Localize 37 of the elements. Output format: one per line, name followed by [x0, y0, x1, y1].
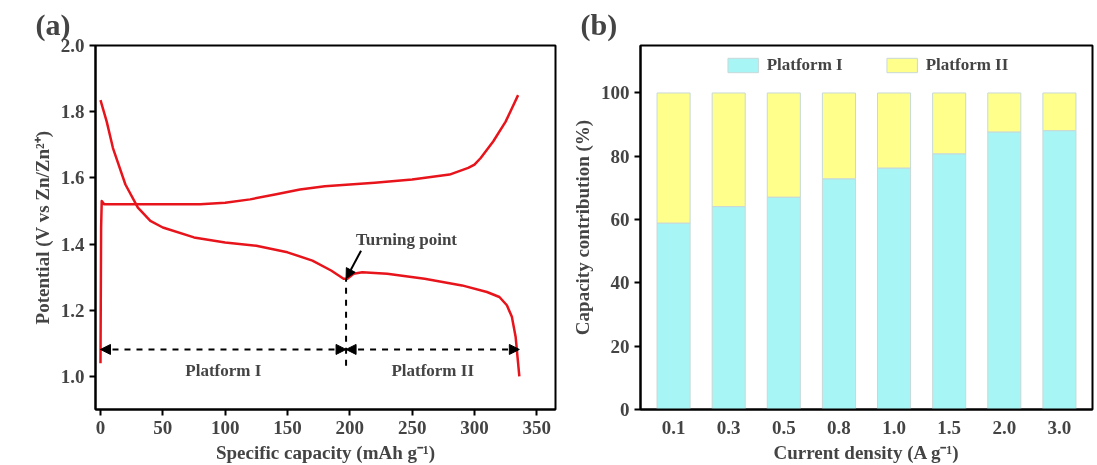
y-tick-label: 0 [620, 399, 630, 420]
y-tick-label: 1.0 [60, 365, 85, 387]
x-tick-label: 150 [273, 416, 302, 438]
y-axis-title: Potential (V vs Zn/Zn²⁺) [31, 130, 54, 325]
x-tick-label: 300 [460, 416, 489, 438]
y-tick-label: 1.8 [60, 101, 85, 123]
y-tick-label: 1.2 [60, 299, 85, 321]
annotation: Platform II [391, 361, 475, 381]
x-tick-label: 0.1 [661, 416, 686, 438]
x-tick-label: 250 [397, 416, 427, 438]
y-tick-label: 80 [610, 145, 630, 167]
x-tick-label: 100 [210, 416, 240, 438]
y-tick-label: 40 [610, 272, 630, 294]
y-tick-label: 60 [610, 209, 630, 231]
x-tick-label: 3.0 [1047, 416, 1072, 438]
legend-label: Platform II [925, 55, 1009, 75]
x-axis-title: Current density (A g⁻¹) [773, 441, 959, 464]
x-tick-label: 0.5 [771, 416, 796, 438]
y-axis-title: Capacity contribution (%) [572, 119, 594, 336]
y-tick-label: 20 [610, 335, 630, 357]
legend-label: Platform I [766, 55, 843, 75]
x-tick-label: 200 [335, 416, 365, 438]
annotation: Turning point [356, 230, 458, 250]
x-tick-label: 50 [153, 416, 173, 438]
x-tick-label: 350 [522, 416, 552, 438]
annotation: Platform I [185, 361, 262, 381]
x-tick-label: 0 [95, 416, 106, 438]
y-tick-label: 100 [601, 82, 630, 104]
x-tick-label: 0.8 [827, 416, 851, 438]
x-tick-label: 2.0 [992, 416, 1017, 438]
y-tick-label: 1.6 [60, 167, 85, 189]
y-tick-label: 1.4 [60, 233, 85, 255]
x-tick-label: 1.0 [882, 416, 906, 438]
x-tick-label: 1.5 [937, 416, 962, 438]
chart-title: (b) [580, 7, 618, 42]
x-axis-title: Specific capacity (mAh g⁻¹) [215, 441, 436, 464]
x-tick-label: 0.3 [716, 416, 741, 438]
